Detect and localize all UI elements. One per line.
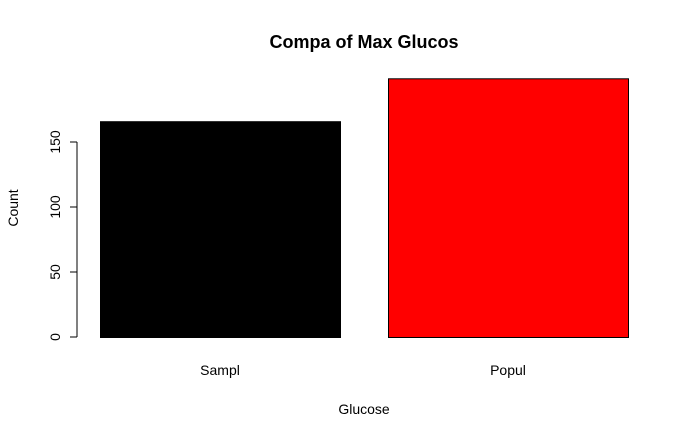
y-axis: 0 50 100 150: [47, 130, 78, 341]
bar-popul: [388, 78, 629, 339]
x-category-label: Popul: [490, 362, 526, 378]
bar-sampl: [100, 121, 341, 338]
y-tick-label: 150: [47, 130, 63, 154]
x-tick-labels: Sampl Popul: [200, 362, 526, 378]
chart-title: Compa of Max Glucos: [269, 32, 458, 52]
x-category-label: Sampl: [200, 362, 240, 378]
bars-group: [100, 78, 629, 339]
y-tick-label: 100: [47, 195, 63, 219]
y-tick-label: 0: [47, 333, 63, 341]
x-axis-label: Glucose: [338, 401, 390, 417]
y-tick-label: 50: [47, 264, 63, 280]
y-axis-label: Count: [5, 189, 21, 226]
